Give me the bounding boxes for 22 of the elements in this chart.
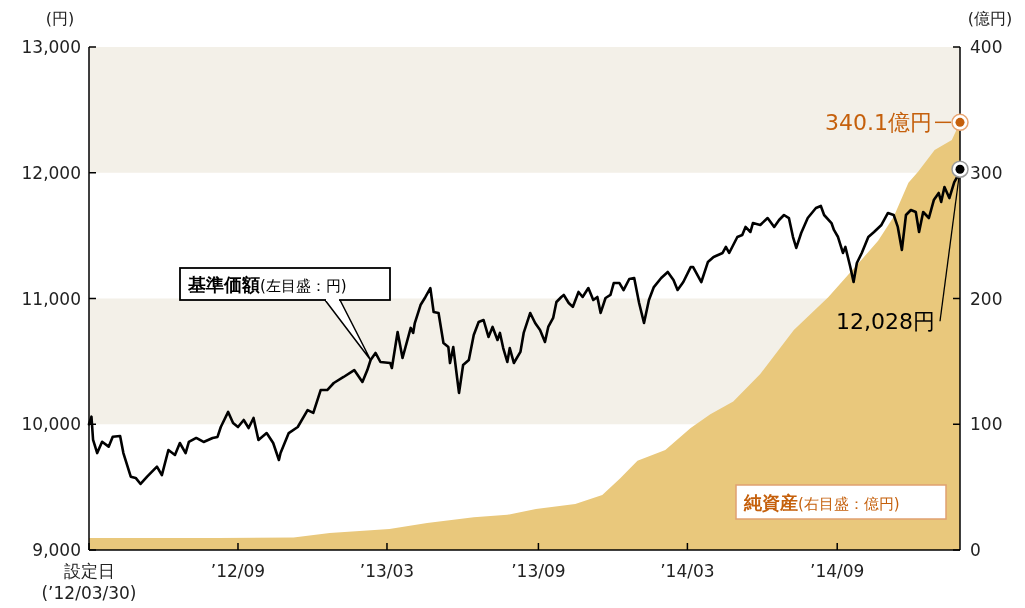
x-tick-label: ’13/09 [511, 561, 566, 581]
y-tick-label: 11,000 [21, 288, 81, 309]
y2-tick-label: 0 [970, 540, 981, 560]
y2-tick-label: 400 [970, 37, 1003, 57]
x-tick-label: ’12/09 [210, 561, 266, 581]
y-tick-label: 12,000 [21, 162, 81, 183]
x-tick-label: ’13/03 [359, 561, 415, 581]
annotation: 12,028円 [836, 309, 935, 335]
x-tick-label: 設定日 (’12/03/30) [41, 561, 137, 603]
x-tick-label: ’14/09 [810, 561, 865, 581]
y-tick-label: 10,000 [21, 414, 81, 435]
y2-tick-label: 100 [970, 414, 1003, 435]
x-tick-label: ’14/03 [660, 561, 715, 581]
y2-tick-label: 300 [970, 162, 1003, 183]
y-axis-title: (円) [45, 9, 75, 28]
series-label: 純資産(右目盛：億円) [743, 492, 900, 513]
y-tick-label: 13,000 [21, 37, 81, 57]
y-tick-label: 9,000 [32, 540, 81, 560]
data-label: 340.1億円 [825, 110, 932, 136]
y2-tick-label: 200 [970, 288, 1003, 309]
y2-axis-title: (億円) [967, 9, 1013, 28]
annotation: 12,028円 [836, 160, 969, 335]
